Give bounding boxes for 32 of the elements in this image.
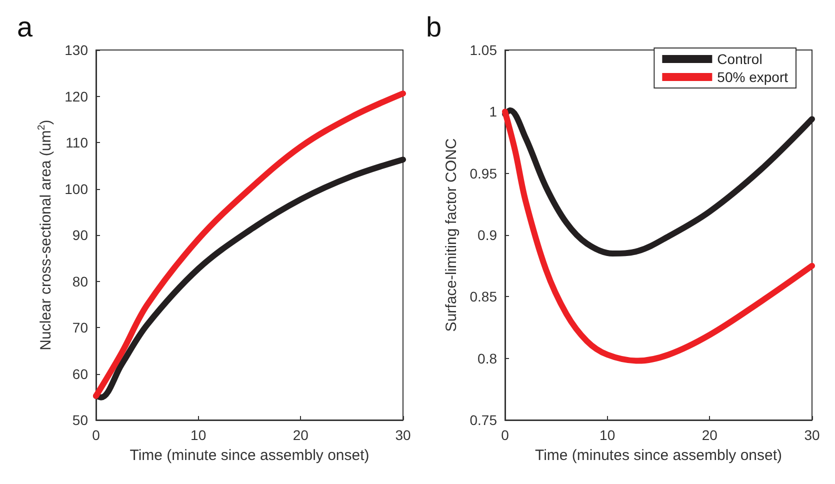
x-axis-title: Time (minutes since assembly onset): [534, 447, 782, 464]
y-tick-label: 90: [72, 227, 88, 243]
x-tick-label: 0: [501, 427, 510, 443]
y-tick-label: 0.8: [478, 350, 498, 366]
x-tick-label: 30: [804, 427, 820, 443]
y-tick-label: 1.05: [470, 42, 498, 58]
x-tick-label: 10: [600, 427, 616, 443]
x-tick-label: 20: [292, 427, 309, 443]
legend-label: 50% export: [717, 69, 788, 85]
x-tick-label: 30: [395, 427, 411, 443]
chart-title: a: [17, 12, 33, 42]
y-tick-label: 1: [489, 104, 498, 120]
legend-label: Control: [717, 51, 762, 67]
y-tick-label: 110: [66, 134, 88, 150]
x-axis-title: Time (minute since assembly onset): [130, 447, 370, 464]
y-tick-label: 0.85: [470, 288, 498, 305]
y-tick-label: 70: [72, 320, 88, 336]
y-axis-title: Nuclear cross-sectional area (um2): [36, 120, 55, 350]
y-tick-label: 100: [64, 180, 88, 197]
y-tick-label: 0.9: [478, 227, 498, 243]
y-axis-title: Surface-limiting factor CONC: [442, 138, 460, 332]
y-tick-label: 130: [64, 42, 88, 58]
y-tick-label: 0.95: [470, 165, 498, 182]
chart-title: b: [426, 12, 442, 42]
y-tick-label: 0.75: [470, 412, 498, 428]
y-tick-label: 120: [64, 88, 88, 104]
y-tick-label: 60: [72, 366, 88, 382]
y-tick-label: 80: [72, 273, 88, 290]
x-tick-label: 20: [702, 427, 718, 443]
x-tick-label: 10: [190, 427, 206, 443]
x-tick-label: 0: [92, 427, 100, 443]
y-tick-label: 50: [72, 412, 88, 428]
